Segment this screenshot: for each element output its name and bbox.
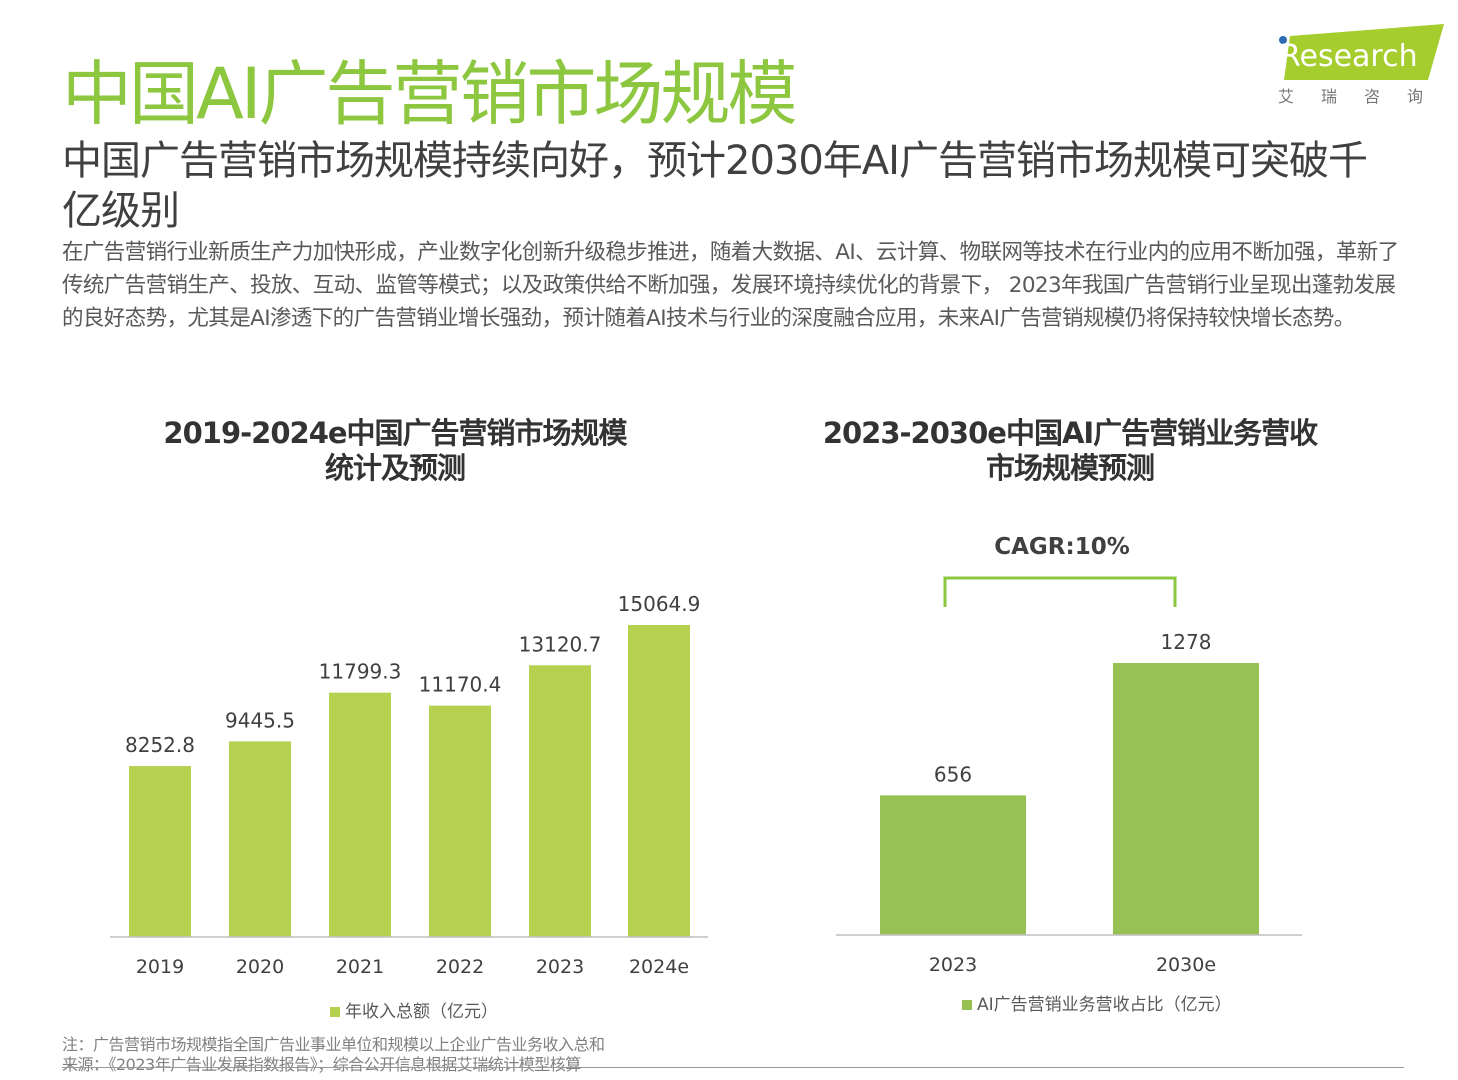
bar-2024e: [628, 625, 690, 937]
x-tick-label: 2021: [336, 956, 384, 978]
data-label: 13120.7: [519, 632, 602, 656]
body-text: 在广告营销行业新质生产力加快形成，产业数字化创新升级稳步推进，随着大数据、AI、…: [62, 240, 1399, 331]
bar-2019: [129, 766, 191, 937]
x-tick-label: 2022: [436, 956, 484, 978]
legend-label: AI广告营销业务营收占比（亿元）: [977, 995, 1232, 1015]
data-label: 9445.5: [225, 708, 295, 732]
legend-swatch: [962, 1000, 972, 1010]
subtitle: 中国广告营销市场规模持续向好，预计2030年AI广告营销市场规模可突破千亿级别: [62, 138, 1368, 234]
legend-swatch: [330, 1007, 340, 1017]
svg-text:Research: Research: [1280, 39, 1418, 74]
data-label: 656: [934, 762, 972, 786]
x-tick-label: 2024e: [629, 956, 689, 978]
cagr-bracket: [943, 576, 1177, 607]
chart1-title: 2019-2024e中国广告营销市场规模 统计及预测: [163, 416, 627, 485]
bar-2022: [429, 705, 491, 937]
bar-2021: [329, 692, 391, 937]
bar-2020: [229, 741, 291, 937]
chart2-legend: AI广告营销业务营收占比（亿元）: [962, 990, 1232, 1015]
bar-2030e: [1113, 663, 1259, 935]
legend-label: 年收入总额（亿元）: [345, 1002, 498, 1022]
x-tick-label: 2030e: [1156, 954, 1216, 976]
x-tick-label: 2020: [236, 956, 284, 978]
footnote: 注：广告营销市场规模指全国广告业事业单位和规模以上企业广告业务收入总和: [62, 1035, 605, 1054]
footer-divider: [62, 1067, 1404, 1068]
data-label: 8252.8: [125, 733, 195, 757]
x-tick-label: 2019: [136, 956, 184, 978]
data-label: 11799.3: [319, 660, 402, 684]
bar-2023: [880, 795, 1026, 935]
cagr-label: CAGR:10%: [994, 534, 1130, 560]
page-title: 中国AI广告营销市场规模: [62, 53, 798, 135]
svg-text:艾瑞咨询: 艾瑞咨询: [1278, 87, 1446, 106]
data-label: 15064.9: [618, 592, 701, 616]
bar-2023: [529, 665, 591, 937]
source-note: 来源：《2023年广告业发展指数报告》；综合公开信息根据艾瑞统计模型核算: [62, 1055, 581, 1074]
x-tick-label: 2023: [929, 954, 977, 976]
chart1-legend: 年收入总额（亿元）: [330, 997, 498, 1022]
chart2-title: 2023-2030e中国AI广告营销业务营收 市场规模预测: [822, 416, 1318, 485]
data-label: 1278: [1161, 630, 1212, 654]
iresearch-logo: Research 艾瑞咨询: [1276, 24, 1446, 110]
data-label: 11170.4: [419, 673, 502, 697]
x-tick-label: 2023: [536, 956, 584, 978]
